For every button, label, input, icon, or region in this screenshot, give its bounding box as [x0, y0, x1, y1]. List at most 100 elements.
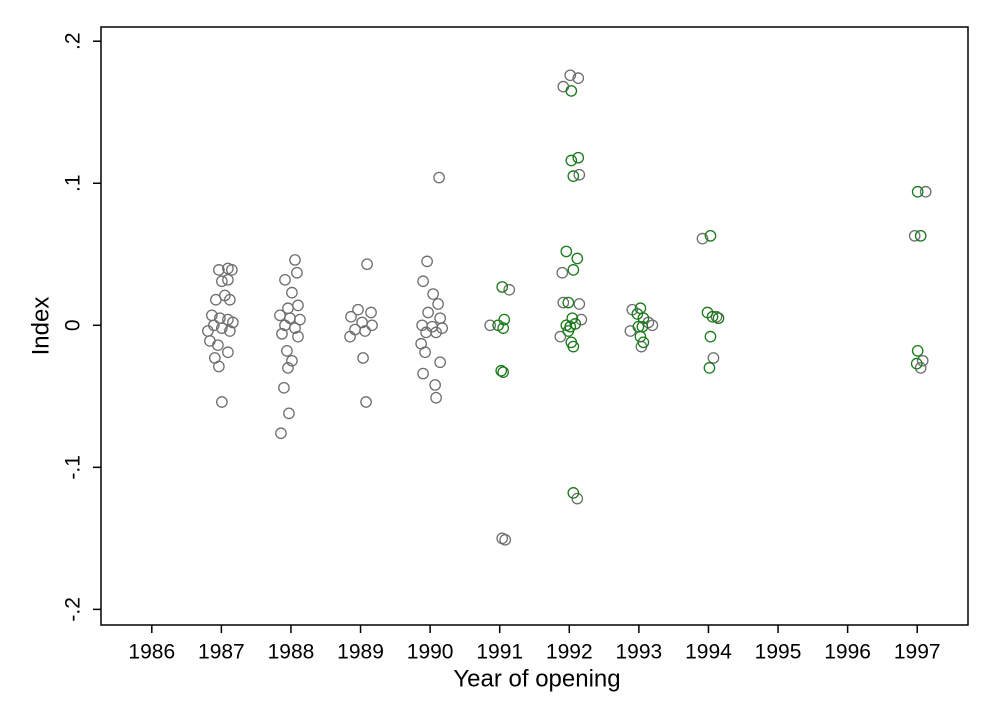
point — [366, 319, 378, 332]
point — [359, 325, 371, 337]
point — [212, 339, 224, 352]
point — [429, 379, 441, 391]
point — [289, 322, 301, 334]
point — [556, 266, 569, 279]
point — [430, 391, 442, 404]
point — [279, 273, 291, 286]
point — [712, 312, 725, 325]
point — [554, 330, 567, 343]
point — [573, 168, 586, 181]
point — [294, 313, 306, 326]
point — [707, 352, 720, 364]
y-tick-label: 0 — [62, 319, 85, 331]
point — [704, 229, 717, 242]
point — [571, 252, 584, 265]
y-tick-label: .2 — [62, 32, 85, 50]
point — [564, 69, 577, 82]
point — [567, 487, 580, 499]
x-tick-label: 1993 — [616, 641, 663, 664]
point — [567, 264, 580, 276]
x-tick-label: 1997 — [894, 641, 941, 664]
point — [282, 362, 294, 374]
point — [696, 232, 709, 245]
point — [566, 312, 579, 325]
point — [560, 245, 573, 258]
x-tick-label: 1988 — [268, 641, 315, 664]
point — [292, 330, 304, 343]
point — [572, 151, 585, 164]
point — [213, 264, 225, 276]
point — [360, 396, 372, 408]
y-tick-label: .1 — [62, 174, 85, 192]
point — [575, 313, 588, 326]
point — [562, 325, 575, 337]
point — [704, 330, 717, 343]
point — [498, 313, 511, 326]
x-tick-label: 1994 — [685, 641, 732, 664]
point — [496, 281, 509, 293]
point — [499, 533, 512, 546]
point — [226, 264, 238, 276]
point — [569, 318, 582, 330]
point — [419, 346, 431, 359]
point — [914, 229, 927, 242]
x-tick-label: 1990 — [407, 641, 454, 664]
point — [224, 293, 236, 306]
point — [919, 185, 932, 198]
point — [430, 326, 442, 339]
point — [908, 229, 921, 242]
point — [436, 322, 449, 334]
point — [567, 340, 580, 353]
point — [484, 319, 497, 332]
point — [565, 85, 578, 97]
x-tick-label: 1991 — [476, 641, 523, 664]
point — [637, 312, 650, 325]
point — [417, 367, 429, 380]
point — [631, 308, 644, 320]
point — [344, 330, 356, 343]
point — [281, 345, 293, 357]
point — [557, 296, 570, 309]
x-tick-label: 1986 — [128, 641, 175, 664]
point — [916, 354, 929, 367]
point — [497, 322, 510, 334]
point — [216, 396, 228, 408]
y-axis-label: Index — [27, 297, 54, 356]
y-tick-label: -.2 — [62, 597, 85, 622]
y-tick-label: -.1 — [62, 455, 85, 480]
point — [289, 254, 301, 266]
point — [572, 72, 585, 84]
point — [345, 310, 357, 323]
point — [227, 316, 239, 329]
point — [202, 325, 214, 337]
point — [283, 407, 295, 420]
x-axis-label: Year of opening — [453, 665, 620, 692]
x-tick-label: 1987 — [198, 641, 245, 664]
point — [914, 362, 927, 374]
x-tick-label: 1992 — [546, 641, 593, 664]
point — [286, 354, 298, 367]
point — [497, 366, 510, 379]
point — [432, 298, 444, 310]
point — [573, 298, 586, 310]
point — [361, 258, 373, 271]
point — [222, 346, 234, 359]
point — [216, 322, 228, 334]
x-tick-label: 1996 — [824, 641, 871, 664]
point — [224, 325, 236, 337]
point — [275, 427, 287, 440]
point — [278, 381, 290, 394]
point — [433, 171, 445, 184]
x-tick-label: 1995 — [755, 641, 802, 664]
point — [427, 288, 439, 300]
point — [292, 299, 304, 312]
point — [216, 275, 228, 288]
point — [422, 306, 434, 319]
point — [352, 303, 364, 316]
point — [276, 327, 288, 340]
point — [222, 273, 234, 286]
point — [703, 362, 716, 374]
point — [291, 266, 303, 279]
